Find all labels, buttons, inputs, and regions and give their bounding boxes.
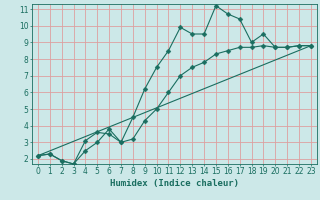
X-axis label: Humidex (Indice chaleur): Humidex (Indice chaleur) bbox=[110, 179, 239, 188]
